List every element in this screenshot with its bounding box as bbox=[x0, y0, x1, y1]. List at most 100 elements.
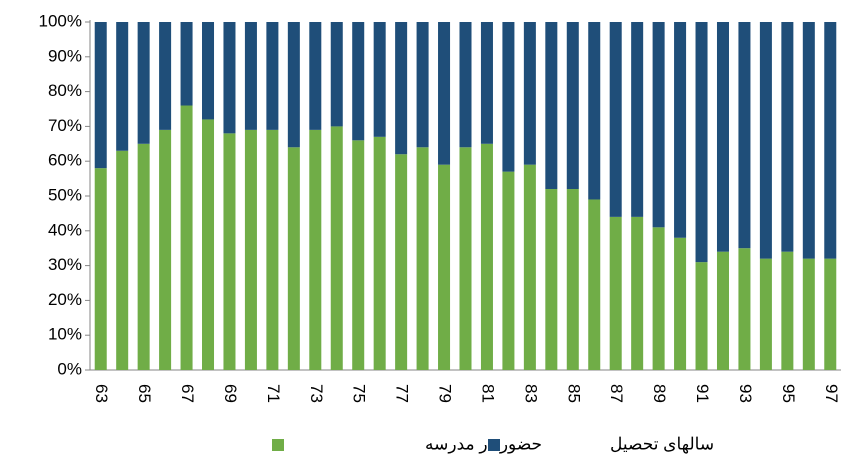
bar-segment bbox=[180, 22, 193, 106]
bar-segment bbox=[352, 22, 365, 141]
x-tick-label: 89 bbox=[650, 384, 669, 403]
bar-segment bbox=[116, 22, 129, 151]
bar-segment bbox=[588, 199, 601, 370]
bar-segment bbox=[802, 258, 815, 370]
bar-segment bbox=[716, 251, 729, 370]
x-tick-label: 75 bbox=[350, 384, 369, 403]
bar-segment bbox=[330, 126, 343, 371]
bar-segment bbox=[223, 133, 236, 370]
bar-segment bbox=[609, 22, 622, 217]
bar-segment bbox=[652, 227, 665, 370]
bar-segment bbox=[244, 22, 257, 130]
legend-label: حضور در مدرسه bbox=[425, 434, 542, 454]
x-tick-label: 71 bbox=[264, 384, 283, 403]
bar-segment bbox=[416, 22, 429, 148]
bar-segment bbox=[459, 147, 472, 370]
bar-segment bbox=[309, 22, 322, 130]
x-tick-label: 67 bbox=[178, 384, 197, 403]
bar-segment bbox=[373, 22, 386, 137]
bar-segment bbox=[695, 262, 708, 370]
y-tick-label: 10% bbox=[48, 325, 82, 344]
bar-segment bbox=[94, 168, 107, 370]
bar-segment bbox=[566, 189, 579, 370]
bar-segment bbox=[244, 129, 257, 370]
bar-segment bbox=[180, 105, 193, 371]
bar-segment bbox=[523, 164, 536, 370]
bar-segment bbox=[502, 22, 515, 172]
bar-segment bbox=[287, 147, 300, 370]
bar-segment bbox=[716, 22, 729, 252]
bar-segment bbox=[223, 22, 236, 134]
x-tick-label: 87 bbox=[607, 384, 626, 403]
bar-segment bbox=[738, 22, 751, 249]
x-tick-label: 79 bbox=[436, 384, 455, 403]
bar-segment bbox=[674, 22, 687, 238]
bar-segment bbox=[609, 216, 622, 370]
bar-segment bbox=[287, 22, 300, 148]
x-tick-label: 65 bbox=[135, 384, 154, 403]
bar-segment bbox=[523, 22, 536, 165]
bar-segment bbox=[416, 147, 429, 370]
x-tick-label: 81 bbox=[478, 384, 497, 403]
bar-segment bbox=[202, 119, 215, 370]
legend-swatch bbox=[272, 439, 284, 451]
bar-segment bbox=[352, 140, 365, 370]
bar-segment bbox=[631, 216, 644, 370]
x-tick-label: 69 bbox=[221, 384, 240, 403]
bar-segment bbox=[395, 22, 408, 155]
bar-segment bbox=[137, 143, 150, 370]
y-tick-label: 100% bbox=[39, 11, 82, 30]
y-tick-label: 40% bbox=[48, 220, 82, 239]
x-tick-label: 97 bbox=[822, 384, 841, 403]
bar-segment bbox=[566, 22, 579, 190]
bar-segment bbox=[159, 22, 172, 130]
bar-segment bbox=[137, 22, 150, 144]
bar-segment bbox=[438, 22, 451, 165]
bar-segment bbox=[94, 22, 107, 169]
x-tick-label: 85 bbox=[564, 384, 583, 403]
bar-segment bbox=[502, 171, 515, 370]
bar-segment bbox=[373, 136, 386, 370]
bar-segment bbox=[802, 22, 815, 259]
bar-segment bbox=[781, 251, 794, 370]
y-tick-label: 60% bbox=[48, 151, 82, 170]
bar-segment bbox=[116, 150, 129, 370]
bar-segment bbox=[480, 143, 493, 370]
x-tick-label: 95 bbox=[779, 384, 798, 403]
bar-segment bbox=[759, 22, 772, 259]
bar-segment bbox=[695, 22, 708, 263]
bar-segment bbox=[480, 22, 493, 144]
bar-segment bbox=[588, 22, 601, 200]
bar-segment bbox=[159, 129, 172, 370]
bar-segment bbox=[309, 129, 322, 370]
bar-segment bbox=[266, 22, 279, 130]
y-tick-label: 20% bbox=[48, 290, 82, 309]
y-tick-label: 90% bbox=[48, 46, 82, 65]
bar-segment bbox=[738, 248, 751, 370]
bar-segment bbox=[459, 22, 472, 148]
bar-segment bbox=[652, 22, 665, 228]
bar-segment bbox=[631, 22, 644, 217]
bar-segment bbox=[545, 189, 558, 370]
y-tick-label: 70% bbox=[48, 116, 82, 135]
x-tick-label: 77 bbox=[393, 384, 412, 403]
bar-segment bbox=[759, 258, 772, 370]
x-tick-label: 63 bbox=[92, 384, 111, 403]
x-tick-label: 93 bbox=[736, 384, 755, 403]
y-tick-label: 0% bbox=[57, 359, 82, 378]
bar-segment bbox=[824, 22, 837, 259]
bar-segment bbox=[674, 237, 687, 370]
bar-segment bbox=[824, 258, 837, 370]
bar-segment bbox=[781, 22, 794, 252]
x-tick-label: 73 bbox=[307, 384, 326, 403]
y-tick-label: 50% bbox=[48, 185, 82, 204]
legend-swatch bbox=[488, 439, 500, 451]
x-tick-label: 91 bbox=[693, 384, 712, 403]
bar-segment bbox=[545, 22, 558, 190]
x-tick-label: 83 bbox=[521, 384, 540, 403]
bar-segment bbox=[266, 129, 279, 370]
bar-segment bbox=[438, 164, 451, 370]
bar-segment bbox=[395, 154, 408, 370]
y-tick-label: 30% bbox=[48, 255, 82, 274]
